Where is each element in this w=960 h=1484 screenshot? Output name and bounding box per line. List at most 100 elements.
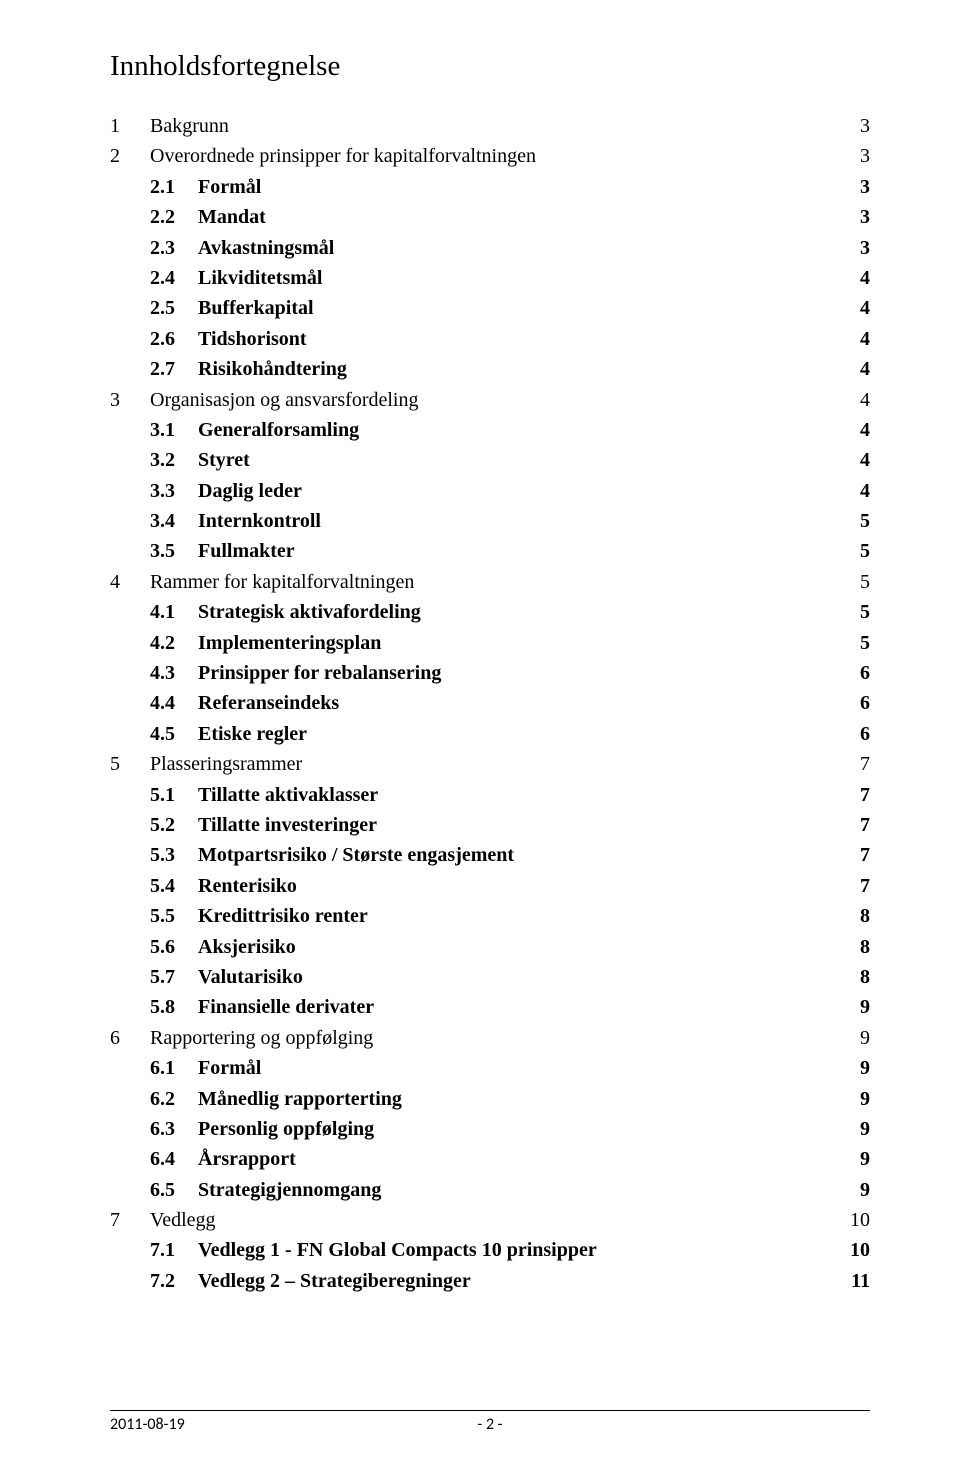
toc-number: 5.7 — [150, 962, 198, 992]
toc-label: Generalforsamling — [198, 415, 359, 445]
toc-row: 6Rapportering og oppfølging9 — [110, 1023, 870, 1053]
toc-page: 7 — [860, 871, 870, 901]
toc-label: Bakgrunn — [150, 111, 229, 141]
toc-row: 6.1Formål 9 — [110, 1053, 870, 1083]
toc-label: Avkastningsmål — [198, 233, 334, 263]
toc-label: Formål — [198, 1053, 261, 1083]
toc-row: 5.8Finansielle derivater 9 — [110, 992, 870, 1022]
toc-row: 7Vedlegg10 — [110, 1205, 870, 1235]
toc-row: 7.2Vedlegg 2 – Strategiberegninger11 — [110, 1266, 870, 1296]
toc-row: 4.3Prinsipper for rebalansering6 — [110, 658, 870, 688]
toc-number: 6.4 — [150, 1144, 198, 1174]
toc-number: 6 — [110, 1023, 150, 1053]
toc-label: Internkontroll — [198, 506, 321, 536]
toc-page: 11 — [851, 1266, 870, 1296]
toc-row: 2.1Formål3 — [110, 172, 870, 202]
toc-row: 3.2Styret 4 — [110, 445, 870, 475]
toc-number: 6.3 — [150, 1114, 198, 1144]
toc-page: 3 — [860, 172, 870, 202]
toc-label: Finansielle derivater — [198, 992, 374, 1022]
toc-number: 5.1 — [150, 780, 198, 810]
toc-page: 9 — [860, 992, 870, 1022]
toc-row: 6.3Personlig oppfølging9 — [110, 1114, 870, 1144]
toc-number: 5.3 — [150, 840, 198, 870]
toc-page: 6 — [860, 688, 870, 718]
toc-number: 4.5 — [150, 719, 198, 749]
toc-row: 4.2Implementeringsplan5 — [110, 628, 870, 658]
toc-number: 5 — [110, 749, 150, 779]
toc-row: 2.5Bufferkapital 4 — [110, 293, 870, 323]
toc-row: 3.4Internkontroll 5 — [110, 506, 870, 536]
page-footer: 2011-08-19 - 2 - — [110, 1410, 870, 1434]
toc-label: Strategisk aktivafordeling — [198, 597, 421, 627]
toc-label: Styret — [198, 445, 250, 475]
toc-number: 2.1 — [150, 172, 198, 202]
toc-page: 3 — [860, 141, 870, 171]
toc-page: 9 — [860, 1053, 870, 1083]
toc-row: 5.1Tillatte aktivaklasser7 — [110, 780, 870, 810]
toc-label: Kredittrisiko renter — [198, 901, 368, 931]
toc-number: 3 — [110, 385, 150, 415]
toc-row: 2Overordnede prinsipper for kapitalforva… — [110, 141, 870, 171]
toc-number: 4.1 — [150, 597, 198, 627]
toc-label: Årsrapport — [198, 1144, 296, 1174]
toc-page: 7 — [860, 810, 870, 840]
toc-label: Tillatte aktivaklasser — [198, 780, 378, 810]
toc-label: Vedlegg 1 - FN Global Compacts 10 prinsi… — [198, 1235, 597, 1265]
toc-page: 6 — [860, 658, 870, 688]
toc-page: 4 — [860, 445, 870, 475]
toc-row: 3Organisasjon og ansvarsfordeling4 — [110, 385, 870, 415]
toc-page: 3 — [860, 111, 870, 141]
toc-label: Tillatte investeringer — [198, 810, 377, 840]
toc-page: 4 — [860, 415, 870, 445]
toc-row: 6.4Årsrapport 9 — [110, 1144, 870, 1174]
toc-number: 3.2 — [150, 445, 198, 475]
toc-number: 2.3 — [150, 233, 198, 263]
toc-label: Etiske regler — [198, 719, 307, 749]
toc-number: 2.6 — [150, 324, 198, 354]
toc-row: 2.3Avkastningsmål3 — [110, 233, 870, 263]
toc-row: 3.3Daglig leder4 — [110, 476, 870, 506]
toc-number: 3.4 — [150, 506, 198, 536]
footer-date: 2011-08-19 — [110, 1415, 185, 1434]
toc-page: 8 — [860, 901, 870, 931]
toc-page: 5 — [860, 567, 870, 597]
toc-number: 6.1 — [150, 1053, 198, 1083]
toc-row: 5.2Tillatte investeringer7 — [110, 810, 870, 840]
toc-row: 6.2Månedlig rapporterting9 — [110, 1084, 870, 1114]
toc-label: Overordnede prinsipper for kapitalforval… — [150, 141, 536, 171]
toc-number: 4.4 — [150, 688, 198, 718]
toc-label: Prinsipper for rebalansering — [198, 658, 441, 688]
toc-label: Daglig leder — [198, 476, 302, 506]
toc-page: 5 — [860, 628, 870, 658]
table-of-contents: 1Bakgrunn32Overordnede prinsipper for ka… — [110, 111, 870, 1296]
toc-label: Aksjerisiko — [198, 932, 296, 962]
toc-page: 9 — [860, 1144, 870, 1174]
toc-label: Bufferkapital — [198, 293, 314, 323]
toc-row: 2.6Tidshorisont4 — [110, 324, 870, 354]
toc-number: 2.5 — [150, 293, 198, 323]
toc-number: 2.4 — [150, 263, 198, 293]
toc-number: 5.4 — [150, 871, 198, 901]
toc-row: 4.1Strategisk aktivafordeling5 — [110, 597, 870, 627]
toc-label: Vedlegg — [150, 1205, 216, 1235]
toc-label: Rammer for kapitalforvaltningen — [150, 567, 414, 597]
toc-page: 7 — [860, 749, 870, 779]
toc-label: Rapportering og oppfølging — [150, 1023, 373, 1053]
toc-row: 5.7Valutarisiko8 — [110, 962, 870, 992]
toc-page: 4 — [860, 293, 870, 323]
toc-label: Mandat — [198, 202, 266, 232]
toc-label: Strategigjennomgang — [198, 1175, 381, 1205]
toc-page: 4 — [860, 385, 870, 415]
toc-label: Fullmakter — [198, 536, 295, 566]
toc-page: 5 — [860, 506, 870, 536]
toc-row: 3.5Fullmakter5 — [110, 536, 870, 566]
toc-number: 5.5 — [150, 901, 198, 931]
toc-label: Implementeringsplan — [198, 628, 381, 658]
toc-label: Månedlig rapporterting — [198, 1084, 402, 1114]
toc-label: Likviditetsmål — [198, 263, 322, 293]
toc-number: 5.8 — [150, 992, 198, 1022]
toc-row: 5.3Motpartsrisiko / Største engasjement7 — [110, 840, 870, 870]
toc-page: 9 — [860, 1084, 870, 1114]
toc-label: Renterisiko — [198, 871, 297, 901]
